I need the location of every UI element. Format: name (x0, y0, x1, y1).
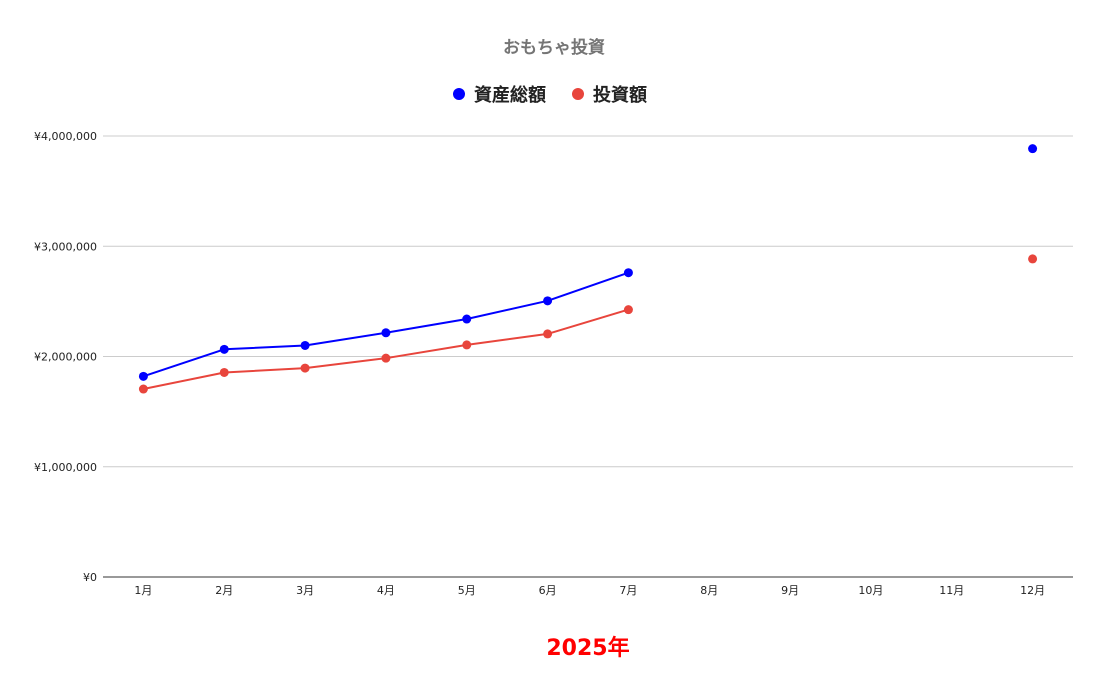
series-2-point (623, 305, 633, 315)
legend-marker-series-1 (453, 88, 465, 100)
x-axis-ticks: 1月 2月 3月 4月 5月 6月 7月 8月 9月 10月 11月 12月 (134, 584, 1045, 597)
x-tick-label: 2月 (215, 584, 233, 597)
series-1-point (623, 268, 633, 278)
x-tick-label: 7月 (619, 584, 637, 597)
y-tick-label: ¥3,000,000 (34, 240, 97, 253)
series-2-line (143, 308, 629, 390)
series-2-point (219, 367, 229, 377)
x-tick-label: 11月 (939, 584, 964, 597)
x-tick-label: 4月 (377, 584, 395, 597)
series-1-point (300, 340, 310, 350)
x-axis-title: 2025年 (546, 635, 629, 661)
gridlines (103, 135, 1073, 578)
series-2-point (1028, 254, 1038, 264)
x-tick-label: 3月 (296, 584, 314, 597)
series-2-point (300, 363, 310, 373)
series-1-point (381, 328, 391, 338)
x-tick-label: 5月 (458, 584, 476, 597)
legend: 資産総額 投資額 (453, 84, 647, 106)
x-tick-label: 6月 (539, 584, 557, 597)
series-1-point (462, 314, 472, 324)
legend-marker-series-2 (572, 88, 584, 100)
series-points (138, 144, 1038, 394)
series-1-point (1028, 144, 1038, 154)
x-tick-label: 1月 (134, 584, 152, 597)
series-2-point (462, 340, 472, 350)
series-1-point (543, 296, 553, 306)
y-tick-label: ¥2,000,000 (34, 351, 97, 364)
x-tick-label: 12月 (1020, 584, 1045, 597)
series-1-point (219, 344, 229, 354)
y-tick-label: ¥4,000,000 (34, 130, 97, 143)
x-tick-label: 9月 (781, 584, 799, 597)
legend-label-series-1: 資産総額 (474, 84, 546, 106)
series-1-point (138, 371, 148, 381)
series-2-point (138, 384, 148, 394)
x-tick-label: 10月 (858, 584, 883, 597)
series-2-point (543, 329, 553, 339)
y-tick-label: ¥1,000,000 (34, 461, 97, 474)
legend-label-series-2: 投資額 (593, 84, 647, 106)
chart-title: おもちゃ投資 (503, 37, 605, 58)
x-tick-label: 8月 (700, 584, 718, 597)
y-axis-ticks: ¥0 ¥1,000,000 ¥2,000,000 ¥3,000,000 ¥4,000,0… (34, 130, 97, 584)
y-tick-label: ¥0 (83, 571, 97, 584)
series-2-point (381, 353, 391, 363)
